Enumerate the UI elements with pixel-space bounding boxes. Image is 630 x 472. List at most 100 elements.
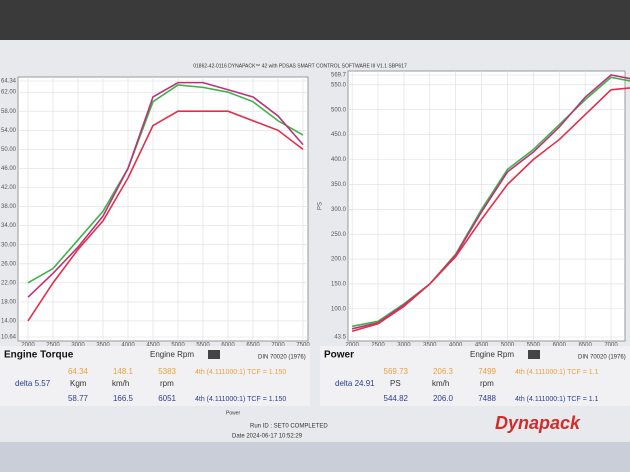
dropdown [208, 350, 220, 359]
y-tick-label: 22.00 [1, 280, 17, 286]
y-tick-label: 550.0 [331, 82, 347, 88]
readout-value: 206.0 [433, 394, 454, 403]
x-tick-label: 2500 [46, 343, 60, 349]
x-tick-label: 6500 [578, 343, 592, 349]
readout-value: 569.73 [384, 367, 409, 376]
readout-title: Power [324, 350, 354, 361]
y-tick-label: 100.0 [331, 306, 347, 312]
series-line [27, 110, 304, 322]
y-tick-label: 300.0 [331, 207, 347, 213]
y-tick-label: 64.34 [1, 79, 17, 85]
y-tick-label: 26.00 [1, 261, 17, 267]
x-tick-label: 7000 [604, 343, 618, 349]
x-tick-label: 5500 [527, 343, 541, 349]
series-line [27, 81, 304, 298]
x-tick-label: 4500 [475, 343, 489, 349]
y-tick-label: 43.5 [334, 335, 346, 341]
bezel [0, 0, 630, 40]
y-tick-label: 54.00 [1, 128, 17, 134]
plot-area [347, 70, 626, 342]
brand: Dynapack [495, 413, 581, 433]
readout-std: DIN 70020 (1976) [258, 355, 306, 361]
readout-title: Engine Torque [4, 350, 74, 361]
readout-value: 206.3 [433, 367, 454, 376]
y-tick-label: 200.0 [331, 257, 347, 263]
x-tick-label: 5000 [171, 343, 185, 349]
readout-value: 4th (4.111000:1) TCF = 1.1 [515, 369, 599, 376]
x-tick-label: 6000 [221, 343, 235, 349]
readout-unit: km/h [112, 379, 129, 388]
readout-panel [320, 346, 630, 406]
footer-power: Power [226, 410, 241, 416]
readout-value: 166.5 [113, 394, 134, 403]
date: Date 2024-06-17 10:52:29 [232, 434, 303, 440]
series-line [351, 76, 630, 328]
x-tick-label: 2500 [371, 343, 385, 349]
y-tick-label: 50.00 [1, 147, 17, 153]
y-tick-label: 569.7 [331, 73, 347, 79]
readout-value: 148.1 [113, 367, 134, 376]
series-line [27, 84, 304, 284]
y-axis-label: PS [318, 202, 324, 210]
x-tick-label: 7500 [296, 343, 310, 349]
y-tick-label: 34.00 [1, 223, 17, 229]
readout-value: 7488 [478, 394, 496, 403]
series-line [351, 87, 630, 333]
y-tick-label: 42.00 [1, 185, 17, 191]
readout-delta: delta 5.57 [15, 379, 51, 388]
readout-value: 64.34 [68, 367, 89, 376]
x-tick-label: 6000 [553, 343, 567, 349]
readout-unit: Kgm [70, 379, 87, 388]
series-line [351, 74, 630, 330]
y-tick-label: 46.00 [1, 166, 17, 172]
x-tick-label: 3000 [397, 343, 411, 349]
y-tick-label: 30.00 [1, 242, 17, 248]
readout-unit: km/h [432, 379, 449, 388]
readout-unit: rpm [160, 379, 174, 388]
readout-value: 6051 [158, 394, 176, 403]
x-tick-label: 4500 [146, 343, 160, 349]
y-tick-label: 18.00 [1, 299, 17, 305]
readout-value: 4th (4.111000:1) TCF = 1.150 [195, 369, 286, 376]
y-tick-label: 38.00 [1, 204, 17, 210]
x-tick-label: 4000 [121, 343, 135, 349]
y-tick-label: 58.00 [1, 109, 17, 115]
y-tick-label: 10.64 [1, 335, 17, 341]
x-tick-label: 2000 [21, 343, 35, 349]
x-tick-label: 5500 [196, 343, 210, 349]
readout-value: 4th (4.111000:1) TCF = 1.150 [195, 396, 286, 403]
y-tick-label: 500.0 [331, 107, 347, 113]
x-tick-label: 3500 [423, 343, 437, 349]
y-tick-label: 400.0 [331, 157, 347, 163]
readout-delta: delta 24.91 [335, 379, 375, 388]
readout-value: 5383 [158, 367, 176, 376]
readout-value: 7499 [478, 367, 496, 376]
x-tick-label: 3500 [96, 343, 110, 349]
x-tick-label: 5000 [501, 343, 515, 349]
y-tick-label: 350.0 [331, 182, 347, 188]
header: 01862-42-0116 DYNAPACK™ 42 with PDSAS SM… [193, 63, 407, 69]
readout-xname: Engine Rpm [470, 350, 514, 359]
taskbar [0, 442, 630, 472]
readout-panel [0, 346, 310, 406]
run-id: Run ID : SET0 COMPLETED [250, 424, 328, 430]
readout-value: 4th (4.111000:1) TCF = 1.1 [515, 396, 599, 403]
y-tick-label: 14.00 [1, 319, 17, 325]
x-tick-label: 3000 [71, 343, 85, 349]
y-tick-label: 62.00 [1, 90, 17, 96]
x-tick-label: 7000 [271, 343, 285, 349]
readout-value: 58.77 [68, 394, 89, 403]
plot-area [17, 76, 309, 342]
x-tick-label: 6500 [246, 343, 260, 349]
y-tick-label: 450.0 [331, 132, 347, 138]
y-tick-label: 150.0 [331, 282, 347, 288]
x-tick-label: 4000 [449, 343, 463, 349]
readout-xname: Engine Rpm [150, 350, 194, 359]
readout-value: 544.82 [384, 394, 409, 403]
readout-std: DIN 70020 (1976) [578, 355, 626, 361]
y-tick-label: 250.0 [331, 232, 347, 238]
x-tick-label: 2000 [345, 343, 359, 349]
dropdown [528, 350, 540, 359]
